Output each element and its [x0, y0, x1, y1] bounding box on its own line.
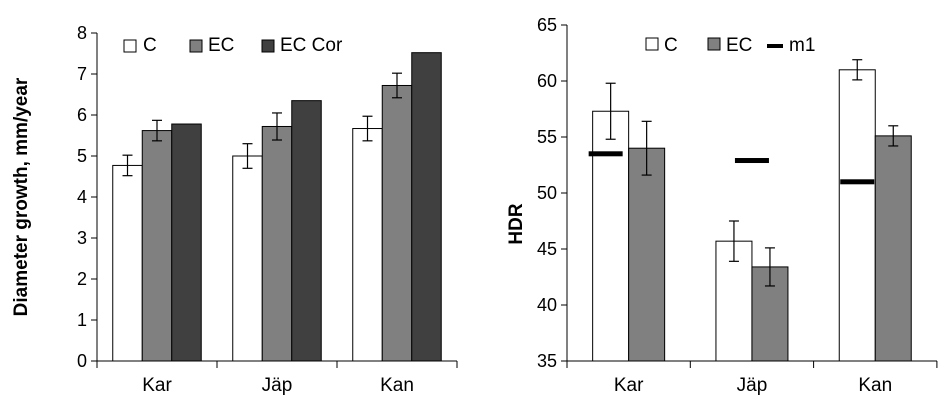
y-tick-label: 60 — [537, 71, 557, 91]
bar-ec — [381, 84, 413, 362]
y-tick-label: 8 — [77, 23, 87, 43]
y-tick-label: 4 — [77, 187, 87, 207]
y-tick-label: 2 — [77, 269, 87, 289]
y-tick-label: 7 — [77, 64, 87, 84]
bar-ec-cor — [291, 100, 322, 362]
x-category-label: Jäp — [737, 375, 768, 396]
bar-ec-cor — [171, 123, 202, 362]
x-category-label: Kan — [858, 375, 892, 396]
y-axis-title: Diameter growth, mm/year — [11, 77, 32, 316]
legend-swatch-m1 — [767, 44, 783, 48]
legend-swatch-ec — [707, 37, 721, 51]
bar-ec — [874, 135, 912, 362]
legend-label: C — [143, 35, 157, 56]
legend-swatch-c — [645, 37, 659, 51]
y-tick-label: 40 — [537, 295, 557, 315]
legend-swatch-ec — [189, 39, 203, 53]
y-tick-label: 55 — [537, 127, 557, 147]
marker-m1 — [588, 151, 623, 157]
bar-c — [352, 128, 383, 362]
legend-swatch-ec-cor — [261, 39, 275, 53]
bar-c — [592, 110, 630, 362]
y-tick-label: 50 — [537, 183, 557, 203]
y-tick-label: 35 — [537, 351, 557, 371]
legend-swatch-c — [123, 39, 137, 53]
y-axis-title: HDR — [506, 203, 527, 244]
legend-label: EC — [726, 35, 752, 56]
y-tick-label: 0 — [77, 351, 87, 371]
bar-c — [838, 69, 876, 362]
bar-c — [232, 155, 263, 362]
y-tick-label: 5 — [77, 146, 87, 166]
y-tick-label: 6 — [77, 105, 87, 125]
y-tick-label: 65 — [537, 15, 557, 35]
bar-ec — [141, 130, 173, 362]
bar-ec-cor — [411, 52, 442, 362]
chart-1: 0 1 2 3 4 5 6 7 8 Kar Jäp Kan Diameter growth, mm/ye… — [11, 23, 458, 396]
legend-label: EC — [208, 35, 234, 56]
marker-m1 — [840, 179, 875, 185]
chart-2: 35 40 45 50 55 60 65 Kar Jäp Kan HDR C EC m1 — [506, 15, 938, 396]
x-category-label: Kar — [614, 375, 644, 396]
x-category-label: Jäp — [262, 375, 293, 396]
bar-ec — [628, 147, 666, 362]
y-tick-label: 45 — [537, 239, 557, 259]
bar-ec — [261, 125, 293, 362]
marker-m1 — [734, 158, 769, 164]
bar-c — [112, 164, 143, 362]
y-tick-label: 1 — [77, 310, 87, 330]
legend-label: C — [664, 35, 678, 56]
x-category-label: Kan — [380, 375, 414, 396]
y-tick-label: 3 — [77, 228, 87, 248]
legend-label: m1 — [789, 35, 815, 56]
legend-label: EC Cor — [280, 35, 343, 56]
x-category-label: Kar — [142, 375, 172, 396]
